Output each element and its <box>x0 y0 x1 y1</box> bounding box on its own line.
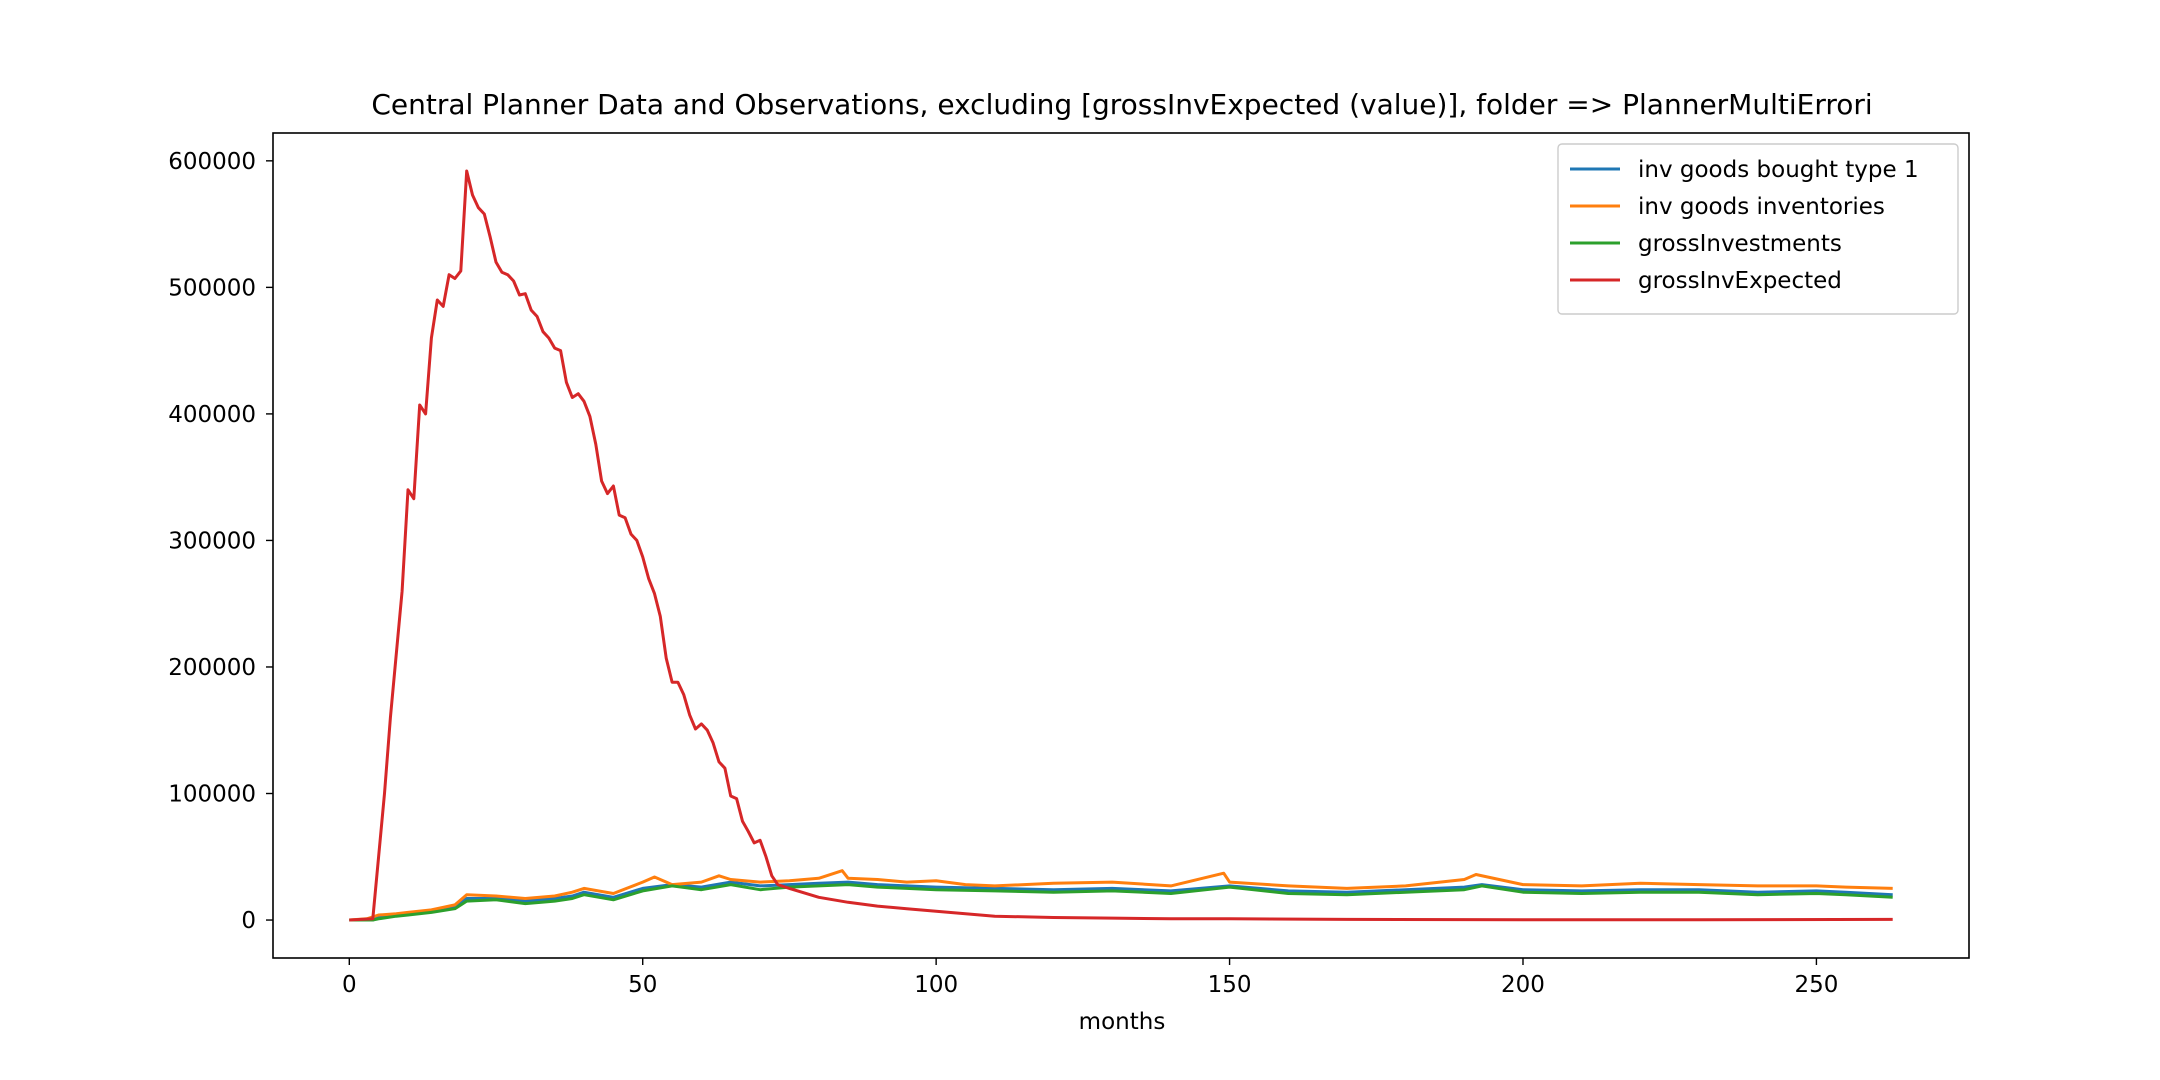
x-tick-label: 50 <box>628 972 657 998</box>
y-tick-label: 600000 <box>168 149 256 175</box>
y-tick-label: 200000 <box>168 655 256 681</box>
plot-frame <box>272 132 1970 959</box>
x-tick-label: 200 <box>1501 972 1545 998</box>
y-tick-label: 400000 <box>168 402 256 428</box>
plot-lines <box>349 169 1893 922</box>
legend-label: grossInvestments <box>1638 231 1842 257</box>
chart-title: Central Planner Data and Observations, e… <box>371 88 1872 121</box>
legend: inv goods bought type 1 inv goods invento… <box>1557 143 1959 315</box>
y-axis: 0 100000 200000 300000 400000 500000 600000 <box>168 149 273 934</box>
x-axis: 0 50 100 150 200 250 <box>342 958 1838 998</box>
y-tick-label: 300000 <box>168 528 256 554</box>
x-tick-label: 0 <box>342 972 357 998</box>
x-tick-label: 150 <box>1208 972 1252 998</box>
y-tick-label: 100000 <box>168 782 256 808</box>
series-line-1 <box>349 880 1893 922</box>
x-tick-label: 100 <box>914 972 958 998</box>
x-tick-label: 250 <box>1794 972 1838 998</box>
legend-label: inv goods inventories <box>1638 194 1885 220</box>
y-tick-label: 0 <box>241 908 256 934</box>
series-line-2 <box>349 869 1893 922</box>
legend-box <box>1557 143 1959 315</box>
legend-label: inv goods bought type 1 <box>1638 157 1919 183</box>
series-line-4 <box>349 169 1893 922</box>
x-axis-label: months <box>1079 1009 1166 1035</box>
y-tick-label: 500000 <box>168 275 256 301</box>
series-line-3 <box>349 883 1893 922</box>
legend-label: grossInvExpected <box>1638 268 1842 294</box>
